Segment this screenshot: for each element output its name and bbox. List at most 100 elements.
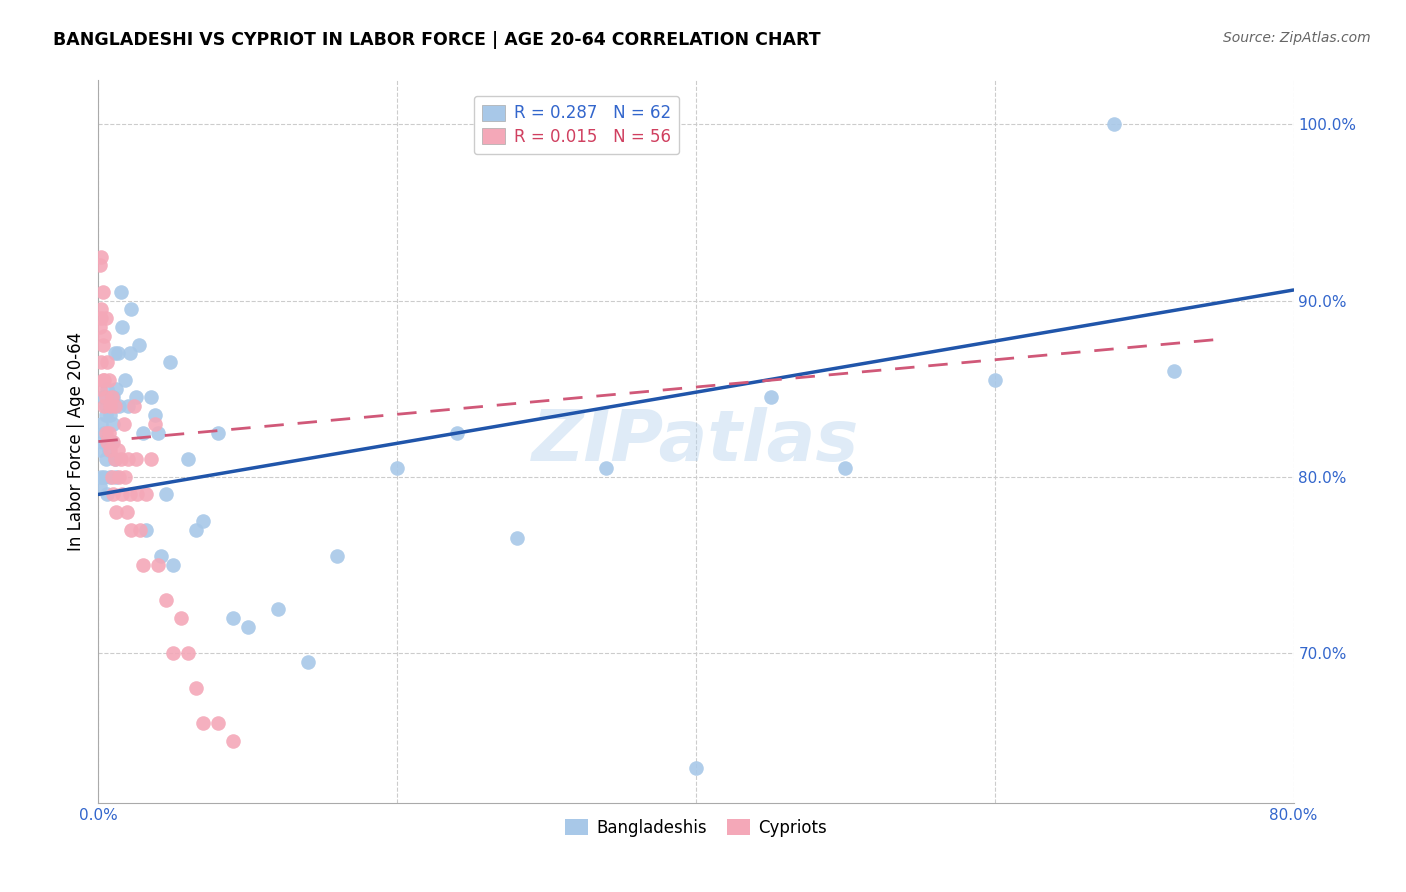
Point [91,373,114,387]
Point [94,425,117,440]
Point [105,382,128,396]
Point [107,346,129,360]
Point [120,302,142,317]
Point [93,470,115,484]
Point [105,470,128,484]
Point [101,391,124,405]
Point [93,425,115,440]
Point [97,373,120,387]
Point [184,523,207,537]
Point [101,434,124,449]
Point [127,487,149,501]
Point [114,470,136,484]
Point [207,425,229,440]
Point [98,408,122,422]
Point [89,382,111,396]
Point [155,593,177,607]
Point [159,355,181,369]
Point [96,382,118,396]
Point [91,391,114,405]
Point [94,399,117,413]
Point [162,558,184,572]
Point [1104,117,1126,131]
Point [506,532,529,546]
Legend: Bangladeshis, Cypriots: Bangladeshis, Cypriots [557,810,835,845]
Point [184,681,207,696]
Point [124,399,146,413]
Point [110,452,132,467]
Text: BANGLADESHI VS CYPRIOT IN LABOR FORCE | AGE 20-64 CORRELATION CHART: BANGLADESHI VS CYPRIOT IN LABOR FORCE | … [53,31,821,49]
Point [207,716,229,731]
Point [114,373,136,387]
Point [93,373,115,387]
Point [177,452,200,467]
Point [104,346,127,360]
Point [446,425,468,440]
Point [97,443,120,458]
Point [834,461,856,475]
Point [91,434,114,449]
Point [105,505,128,519]
Point [132,558,155,572]
Point [135,523,157,537]
Point [139,452,162,467]
Point [143,417,166,431]
Point [222,611,245,625]
Point [108,470,131,484]
Text: Source: ZipAtlas.com: Source: ZipAtlas.com [1223,31,1371,45]
Point [98,399,122,413]
Text: ZIPatlas: ZIPatlas [533,407,859,476]
Point [94,408,117,422]
Point [222,734,245,748]
Point [139,391,162,405]
Point [111,320,134,334]
Point [90,417,112,431]
Y-axis label: In Labor Force | Age 20-64: In Labor Force | Age 20-64 [66,332,84,551]
Point [111,487,134,501]
Point [103,417,125,431]
Point [90,302,112,317]
Point [90,250,112,264]
Point [148,425,170,440]
Point [155,487,177,501]
Point [685,760,707,774]
Point [169,611,191,625]
Point [96,487,118,501]
Point [96,434,118,449]
Point [93,399,115,413]
Point [326,549,349,563]
Point [118,487,141,501]
Point [98,470,122,484]
Point [595,461,617,475]
Point [101,391,124,405]
Point [984,373,1007,387]
Point [267,602,290,616]
Point [91,337,114,351]
Point [115,505,138,519]
Point [89,478,111,492]
Point [148,558,170,572]
Point [117,452,139,467]
Point [191,716,214,731]
Point [162,646,184,660]
Point [94,311,117,326]
Point [103,487,125,501]
Point [236,619,259,633]
Point [97,425,120,440]
Point [112,417,135,431]
Point [128,337,150,351]
Point [191,514,214,528]
Point [89,320,111,334]
Point [89,258,111,272]
Point [125,452,148,467]
Point [132,425,155,440]
Point [125,391,148,405]
Point [120,523,142,537]
Point [104,452,127,467]
Point [104,399,127,413]
Point [90,470,112,484]
Point [107,443,129,458]
Point [91,285,114,299]
Point [89,443,111,458]
Point [759,391,782,405]
